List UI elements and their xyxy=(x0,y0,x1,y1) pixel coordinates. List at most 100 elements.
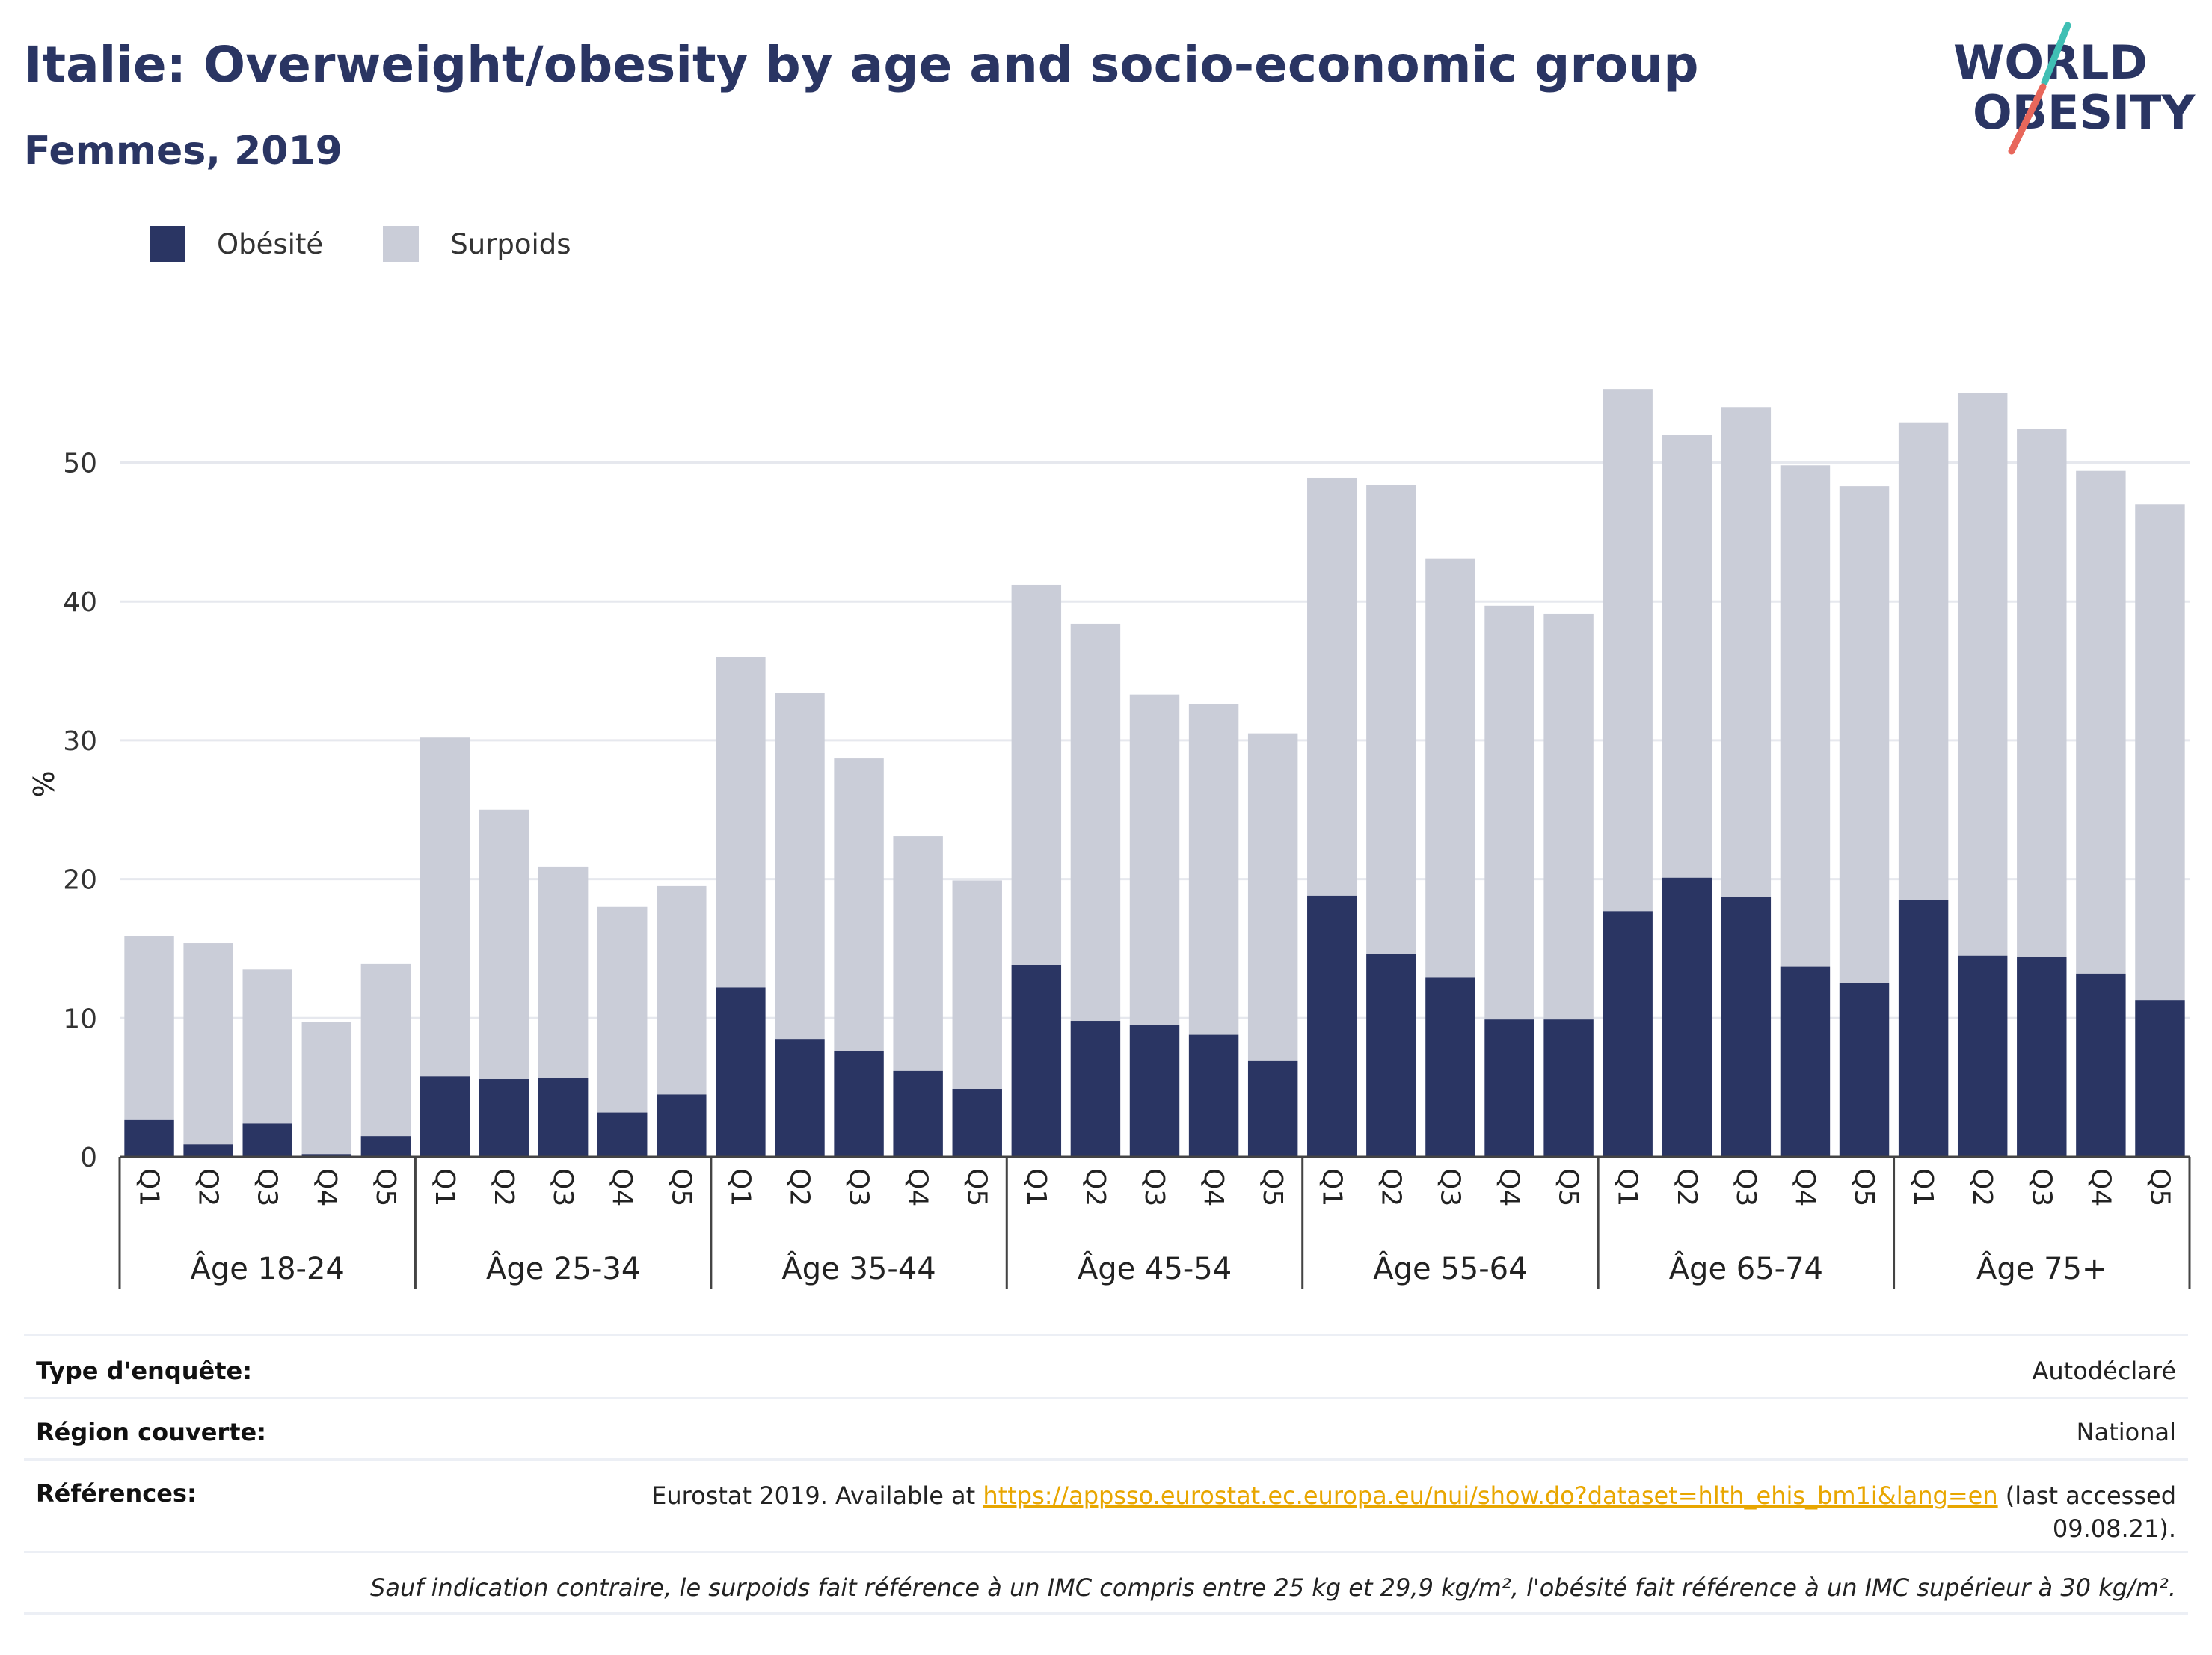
x-tick-label: Q2 xyxy=(488,1168,519,1206)
references-value: Eurostat 2019. Available at https://apps… xyxy=(651,1479,2176,1545)
bar-overweight xyxy=(1603,389,1653,912)
bar-obesity xyxy=(1721,897,1772,1157)
x-tick-label: Q2 xyxy=(1375,1168,1406,1206)
bar-obesity xyxy=(1425,977,1475,1157)
references-label: Références: xyxy=(36,1479,197,1508)
x-tick-label: Q3 xyxy=(1139,1168,1170,1206)
x-tick-label: Q2 xyxy=(784,1168,814,1206)
x-tick-label: Q4 xyxy=(606,1168,637,1206)
group-label: Âge 75+ xyxy=(1976,1250,2107,1286)
bar-obesity xyxy=(1780,966,1831,1157)
x-tick-label: Q3 xyxy=(1730,1168,1761,1206)
logo-line2: OBESITY xyxy=(1973,85,2196,140)
divider xyxy=(24,1458,2188,1461)
legend-item-overweight[interactable]: Surpoids xyxy=(383,226,571,262)
bar-overweight xyxy=(775,693,825,1040)
y-tick-label: 10 xyxy=(63,1004,97,1034)
x-tick-label: Q3 xyxy=(1434,1168,1465,1206)
bar-overweight xyxy=(124,936,174,1120)
group-label: Âge 45-54 xyxy=(1078,1250,1232,1286)
references-prefix: Eurostat 2019. Available at xyxy=(651,1481,983,1510)
x-tick-label: Q4 xyxy=(1198,1168,1229,1206)
bar-obesity xyxy=(1484,1019,1534,1157)
bar-overweight xyxy=(301,1022,352,1155)
legend-item-obesity[interactable]: Obésité xyxy=(150,226,323,262)
x-tick-label: Q1 xyxy=(1021,1168,1051,1206)
legend-label-overweight: Surpoids xyxy=(450,227,571,260)
world-obesity-logo: WORLD OBESITY xyxy=(1953,22,2196,155)
references-date: 09.08.21). xyxy=(2052,1514,2176,1543)
legend-swatch-overweight xyxy=(383,226,420,262)
bar-overweight xyxy=(1957,393,2008,956)
bar-obesity xyxy=(1188,1034,1239,1157)
bar-obesity xyxy=(1070,1021,1121,1157)
bar-overweight xyxy=(1839,486,1890,983)
bar-obesity xyxy=(479,1079,529,1157)
bar-obesity xyxy=(657,1094,707,1157)
y-tick-label: 50 xyxy=(63,449,97,479)
bar-overweight xyxy=(1129,694,1180,1025)
bar-overweight xyxy=(538,866,589,1078)
bar-obesity xyxy=(597,1112,648,1157)
x-tick-label: Q5 xyxy=(1849,1168,1879,1206)
x-tick-label: Q4 xyxy=(1494,1168,1525,1206)
group-label: Âge 55-64 xyxy=(1373,1250,1527,1286)
bar-obesity xyxy=(1662,877,1712,1157)
footnote: Sauf indication contraire, le surpoids f… xyxy=(370,1573,2176,1602)
bar-obesity xyxy=(775,1039,825,1157)
group-label: Âge 65-74 xyxy=(1669,1250,1823,1286)
x-tick-label: Q5 xyxy=(1553,1168,1584,1206)
x-tick-label: Q4 xyxy=(311,1168,342,1206)
divider xyxy=(24,1397,2188,1399)
bar-overweight xyxy=(1070,623,1121,1022)
x-tick-label: Q1 xyxy=(134,1168,165,1206)
bar-obesity xyxy=(242,1123,292,1157)
bar-obesity xyxy=(2017,957,2067,1157)
bar-obesity xyxy=(1129,1025,1180,1157)
bar-obesity xyxy=(420,1076,470,1157)
group-label: Âge 18-24 xyxy=(191,1250,345,1286)
bar-obesity xyxy=(360,1136,411,1157)
x-tick-label: Q2 xyxy=(1080,1168,1110,1206)
survey-type-label: Type d'enquête: xyxy=(36,1357,253,1385)
x-tick-label: Q5 xyxy=(962,1168,992,1206)
bar-obesity xyxy=(1898,900,1949,1157)
bar-overweight xyxy=(834,758,884,1051)
bar-overweight xyxy=(2076,470,2126,974)
bar-obesity xyxy=(716,987,766,1157)
x-tick-label: Q2 xyxy=(1671,1168,1702,1206)
references-link[interactable]: https://appsso.eurostat.ec.europa.eu/nui… xyxy=(983,1481,1998,1510)
bar-overweight xyxy=(1247,733,1298,1061)
bar-obesity xyxy=(1603,911,1653,1157)
group-label: Âge 35-44 xyxy=(781,1250,936,1286)
bar-overweight xyxy=(242,969,292,1124)
bar-overweight xyxy=(893,836,943,1071)
chart-subtitle: Femmes, 2019 xyxy=(24,129,342,174)
bar-overweight xyxy=(1307,477,1357,896)
bar-overweight xyxy=(2135,504,2185,1001)
x-tick-label: Q4 xyxy=(903,1168,933,1206)
divider xyxy=(24,1612,2188,1615)
x-tick-label: Q2 xyxy=(193,1168,224,1206)
bar-overweight xyxy=(1484,605,1534,1020)
legend-swatch-obesity xyxy=(150,226,185,262)
bar-overweight xyxy=(479,809,529,1080)
y-axis-label: % xyxy=(28,770,61,797)
divider xyxy=(24,1334,2188,1336)
x-tick-label: Q3 xyxy=(547,1168,578,1206)
bar-overweight xyxy=(1188,704,1239,1035)
x-tick-label: Q1 xyxy=(429,1168,460,1206)
survey-type-value: Autodéclaré xyxy=(2032,1357,2176,1385)
bar-obesity xyxy=(2076,973,2126,1157)
y-tick-label: 40 xyxy=(63,587,97,618)
references-suffix: (last accessed xyxy=(1997,1481,2176,1510)
divider xyxy=(24,1551,2188,1553)
bar-obesity xyxy=(1543,1019,1594,1157)
logo-slash-teal xyxy=(2041,22,2071,86)
legend-label-obesity: Obésité xyxy=(217,227,324,260)
region-value: National xyxy=(2076,1418,2176,1446)
y-tick-label: 0 xyxy=(80,1143,97,1173)
bar-obesity xyxy=(2135,1000,2185,1157)
bar-overweight xyxy=(1011,584,1062,965)
x-tick-label: Q3 xyxy=(2026,1168,2056,1206)
